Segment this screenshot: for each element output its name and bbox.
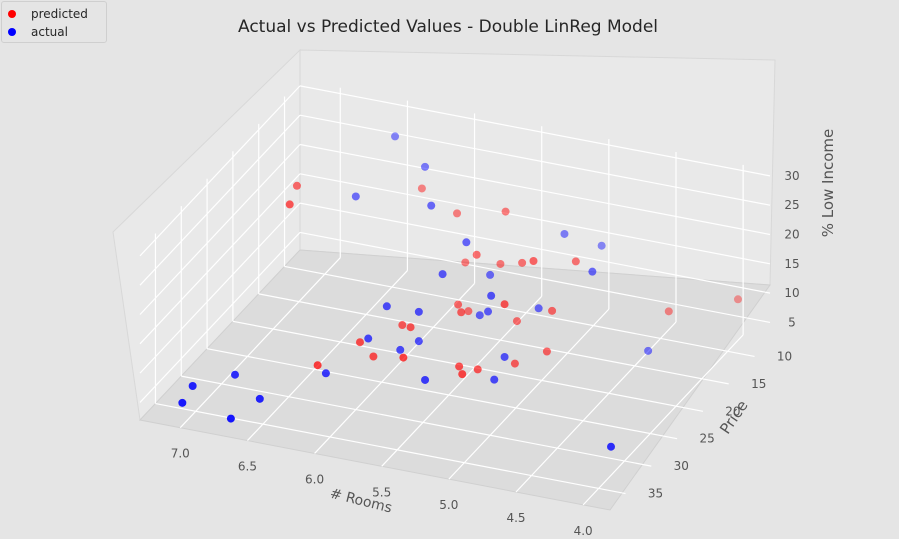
point-actual	[351, 192, 360, 201]
z-tick-label: 10	[784, 286, 799, 300]
point-actual	[231, 370, 240, 379]
point-actual	[421, 375, 430, 384]
back-pane	[299, 49, 776, 286]
point-predicted	[398, 321, 407, 330]
x-tick-label: 4.5	[506, 511, 525, 525]
point-actual	[644, 346, 653, 355]
point-predicted	[501, 207, 510, 216]
point-actual	[560, 229, 569, 238]
point-actual	[486, 270, 495, 279]
legend-marker-predicted	[8, 10, 16, 18]
point-predicted	[529, 256, 538, 265]
legend-label-predicted: predicted	[31, 7, 88, 21]
y-tick-label: 15	[751, 377, 766, 391]
point-actual	[487, 291, 496, 300]
point-actual	[226, 414, 235, 423]
legend: predicted actual	[1, 1, 107, 43]
point-predicted	[518, 258, 527, 267]
point-predicted	[399, 353, 408, 362]
y-axis-label: Price	[716, 397, 751, 437]
point-predicted	[285, 200, 294, 209]
legend-marker-actual	[8, 28, 16, 36]
y-tick-label: 30	[674, 459, 689, 473]
point-actual	[188, 381, 197, 390]
point-actual	[178, 398, 187, 407]
point-actual	[462, 238, 471, 247]
point-actual	[427, 201, 436, 210]
point-predicted	[406, 323, 415, 332]
point-actual	[490, 375, 499, 384]
y-tick-label: 20	[725, 404, 740, 418]
point-predicted	[496, 259, 505, 268]
z-tick-label: 5	[788, 315, 796, 329]
point-actual	[607, 442, 616, 451]
point-predicted	[500, 300, 509, 309]
point-actual	[255, 394, 264, 403]
x-tick-label: 5.5	[372, 485, 391, 499]
point-predicted	[355, 338, 364, 347]
point-actual	[588, 267, 597, 276]
point-predicted	[461, 258, 470, 267]
y-tick-label: 25	[699, 432, 714, 446]
point-predicted	[571, 257, 580, 266]
point-actual	[414, 337, 423, 346]
x-tick-label: 6.0	[305, 472, 324, 486]
point-predicted	[548, 306, 557, 315]
point-predicted	[464, 307, 473, 316]
point-actual	[597, 241, 606, 250]
point-actual	[438, 270, 447, 279]
point-predicted	[664, 307, 673, 316]
legend-item-actual: actual	[8, 23, 68, 41]
point-predicted	[417, 184, 426, 193]
point-actual	[534, 304, 543, 313]
point-predicted	[457, 308, 466, 317]
point-actual	[364, 334, 373, 343]
point-predicted	[453, 209, 462, 218]
z-tick-label: 20	[784, 227, 799, 241]
grid-lines	[139, 85, 771, 506]
legend-item-predicted: predicted	[8, 5, 88, 23]
point-predicted	[455, 362, 464, 371]
z-tick-label: 25	[784, 198, 799, 212]
point-actual	[475, 311, 484, 320]
x-tick-label: 5.0	[439, 498, 458, 512]
point-predicted	[542, 347, 551, 356]
point-predicted	[313, 361, 322, 370]
point-actual	[500, 352, 509, 361]
point-predicted	[369, 352, 378, 361]
chart-title: Actual vs Predicted Values - Double LinR…	[238, 17, 658, 37]
point-predicted	[473, 365, 482, 374]
z-tick-label: 30	[784, 169, 799, 183]
point-predicted	[510, 359, 519, 368]
point-actual	[321, 369, 330, 378]
point-actual	[414, 307, 423, 316]
z-axis-label: % Low Income	[819, 129, 837, 238]
point-predicted	[292, 181, 301, 190]
point-actual	[391, 132, 400, 141]
z-tick-label: 15	[784, 257, 799, 271]
point-actual	[421, 162, 430, 171]
point-actual	[484, 307, 493, 316]
x-tick-label: 6.5	[238, 460, 257, 474]
x-tick-label: 4.0	[574, 524, 593, 538]
point-predicted	[472, 250, 481, 259]
point-predicted	[512, 317, 521, 326]
point-actual	[396, 345, 405, 354]
point-predicted	[454, 300, 463, 309]
legend-label-actual: actual	[31, 25, 68, 39]
y-tick-label: 10	[777, 349, 792, 363]
scatter-points	[178, 132, 742, 451]
point-predicted	[733, 295, 742, 304]
point-actual	[382, 302, 391, 311]
point-predicted	[458, 370, 467, 379]
axis-ticks: 7.0 6.5 6.0 5.5 5.0 4.5 4.0 10 15 20 25 30 35 5 10 15 20…	[171, 169, 800, 538]
x-tick-label: 7.0	[171, 447, 190, 461]
y-tick-label: 35	[648, 487, 663, 501]
